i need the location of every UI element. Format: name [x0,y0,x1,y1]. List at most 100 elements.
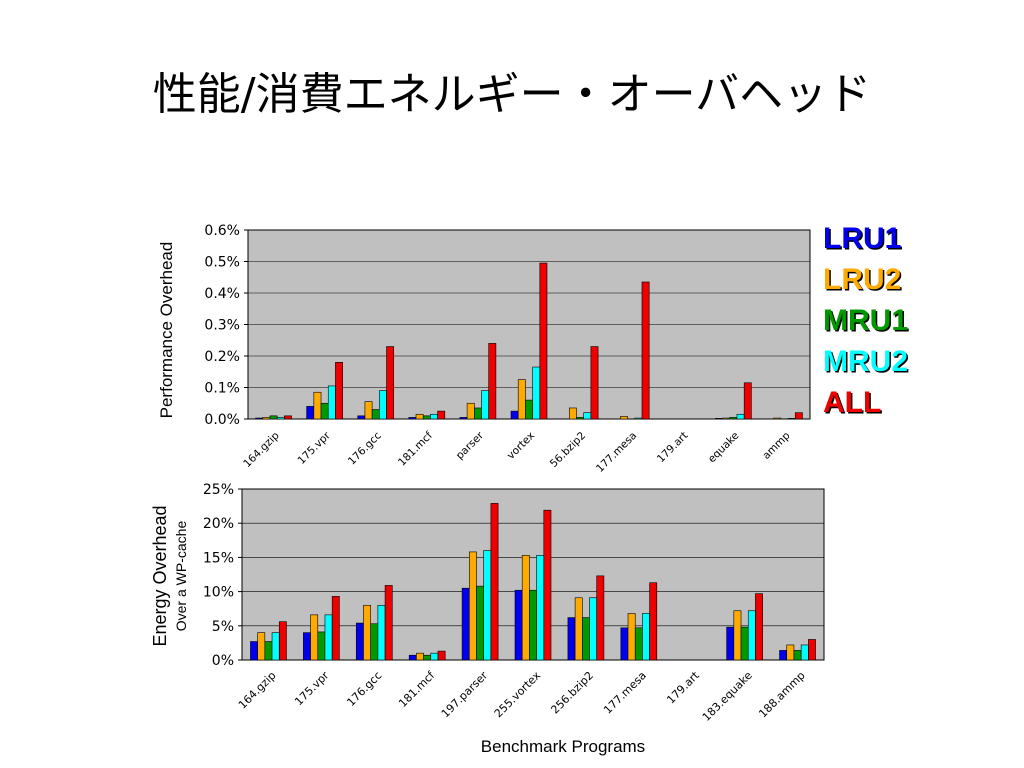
bar-1-lru1-0 [250,641,258,661]
category-label-1-0: 164.gzip [236,669,279,712]
bar-1-lru1-2 [355,622,364,661]
bar-1-mru2-0 [271,632,280,661]
bar-0-mru2-6 [583,412,592,420]
bar-1-lru1-4 [461,587,470,661]
bar-1-mru1-3 [423,654,432,661]
y-axis-label-0: Performance Overhead [157,242,176,419]
bar-1-mru2-10 [800,644,809,661]
bar-1-mru1-0 [264,641,273,661]
ytick-label-1-2: 10% [203,585,234,601]
bar-0-all-4 [488,343,497,420]
bar-0-mru1-2 [371,409,380,420]
bar-0-lru1-9 [715,418,723,420]
ytick-label-0-5: 0.5% [204,255,240,271]
bar-0-lru1-2 [357,415,366,420]
category-label-1-3: 181.mcf [396,668,438,710]
bar-0-mru1-5 [525,399,533,420]
category-label-1-2: 176.gcc [344,669,384,709]
bar-1-lru2-10 [786,644,795,661]
bar-1-mru2-1 [324,614,333,661]
category-label-1-7: 177.mesa [601,669,649,717]
bar-0-lru2-6 [568,407,577,420]
bar-0-mru2-3 [430,413,438,420]
ytick-label-1-0: 0% [212,653,234,669]
bar-0-mru2-2 [379,390,387,420]
bar-1-mru1-2 [370,623,379,661]
bar-1-lru2-9 [733,610,742,661]
bar-0-mru2-9 [736,413,745,420]
category-label-0-4: parser [454,429,487,462]
bar-0-mru2-1 [327,385,336,420]
bar-0-lru2-7 [620,416,628,420]
bar-1-mru2-6 [589,597,598,661]
bar-0-all-6 [590,346,599,420]
slide-title: 性能/消費エネルギー・オーバヘッド [152,69,872,120]
bar-1-mru2-4 [483,550,492,661]
category-label-0-5: vortex [505,430,537,462]
ytick-label-0-3: 0.3% [204,318,240,334]
bar-1-lru2-0 [257,632,266,661]
bar-1-all-2 [384,585,393,661]
bar-0-mru2-7 [634,417,643,420]
bar-0-all-0 [284,415,292,420]
bar-0-mru2-10 [787,418,796,420]
legend-entry-mru1: MRU1 [823,304,909,337]
bar-0-lru2-3 [415,413,424,420]
bar-0-lru2-0 [262,417,271,420]
category-label-1-6: 256.bzip2 [548,669,596,717]
ytick-label-0-0: 0.0% [204,412,240,428]
category-label-0-9: equake [706,430,742,466]
y-axis-sublabel-1: Over a WP-cache [173,521,189,632]
bar-1-all-10 [808,639,816,661]
bar-1-lru1-3 [408,654,417,661]
category-label-0-10: ammp [760,429,792,461]
bar-0-mru1-0 [269,415,278,420]
bar-1-lru2-2 [363,604,371,661]
bar-1-mru2-5 [536,555,545,661]
ytick-label-0-1: 0.1% [204,381,240,397]
bar-0-all-1 [335,361,343,420]
bar-1-mru2-3 [430,652,439,661]
bar-1-mru1-6 [582,617,590,661]
bar-0-lru2-4 [466,402,475,420]
legend-entry-lru1: LRU1 [823,222,902,255]
ytick-label-0-2: 0.2% [204,349,240,365]
bar-0-mru2-4 [481,390,490,420]
bar-1-lru2-6 [574,597,583,661]
bar-0-lru2-5 [517,379,526,420]
ytick-label-0-4: 0.4% [204,286,240,302]
bar-1-mru1-9 [740,626,749,661]
category-label-1-4: 197.parser [439,669,491,721]
ytick-label-1-1: 5% [212,619,234,635]
bar-1-lru1-10 [779,650,788,661]
x-axis-label-1: Benchmark Programs [481,737,645,756]
bar-1-mru1-4 [476,585,484,661]
bar-0-all-3 [437,410,446,420]
bar-0-lru2-10 [773,417,782,420]
bar-0-all-9 [743,382,752,420]
bar-1-lru1-5 [514,589,523,661]
bar-1-lru1-1 [303,632,311,661]
category-label-1-5: 255.vortex [492,669,544,721]
bar-0-mru1-4 [474,407,482,420]
bar-1-all-1 [331,596,340,661]
ytick-label-1-5: 25% [203,482,234,498]
legend-entry-lru2: LRU2 [823,263,902,296]
bar-0-mru2-5 [532,366,541,420]
bar-0-all-7 [641,281,650,420]
bar-1-mru1-1 [317,631,326,661]
category-label-1-10: 188.ammp [756,669,807,720]
bar-0-all-10 [794,412,803,420]
bar-0-lru2-9 [722,417,731,420]
bar-1-lru2-1 [310,614,319,661]
bar-1-mru2-2 [377,604,386,661]
bar-0-all-2 [386,346,395,420]
bar-1-all-9 [755,593,763,661]
bar-1-lru2-5 [521,555,530,661]
bar-0-lru1-1 [306,406,315,420]
bar-0-mru2-0 [276,417,285,420]
ytick-label-1-4: 20% [203,516,234,532]
bar-1-lru2-3 [416,652,424,661]
bar-0-mru1-9 [729,417,738,420]
